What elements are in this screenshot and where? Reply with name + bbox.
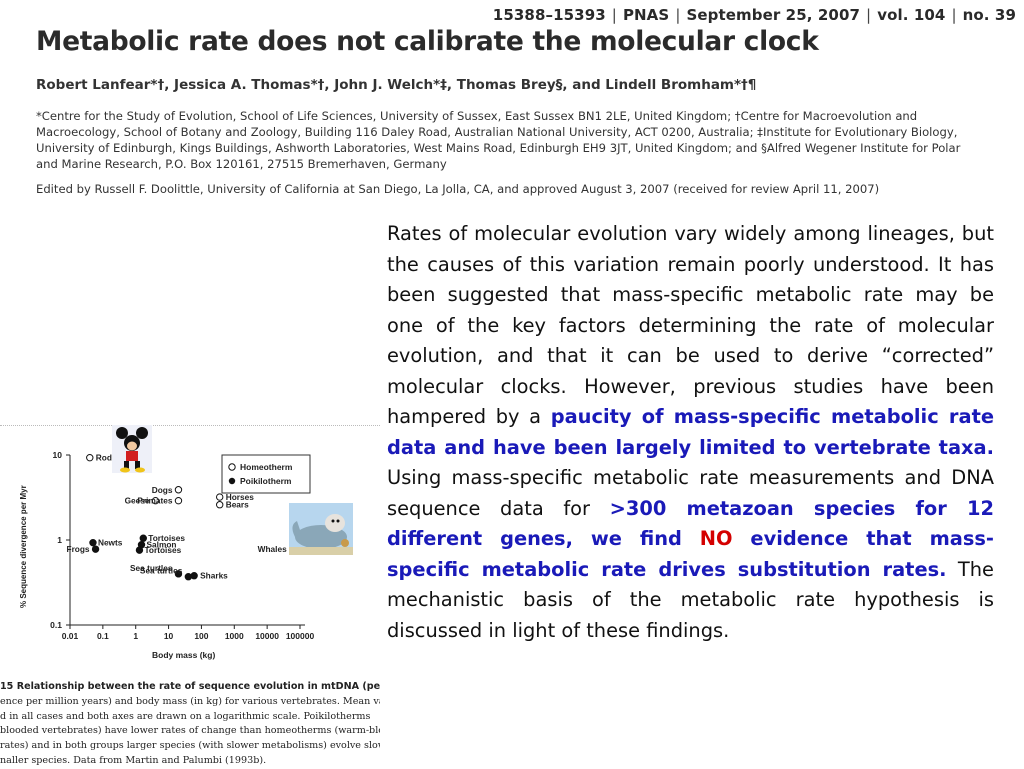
data-label-rodent: Rodent <box>96 453 125 463</box>
legend-label-homeotherm: Homeotherm <box>240 462 293 472</box>
data-label-sharks: Sharks <box>200 571 228 581</box>
y-tick-label: 10 <box>53 450 63 460</box>
data-point-sharks <box>190 572 198 580</box>
volume: vol. 104 <box>877 6 946 24</box>
figure-caption: 15 Relationship between the rate of sequ… <box>0 680 380 769</box>
figure-divider <box>0 425 380 426</box>
data-label-salmon: Salmon <box>147 540 177 550</box>
x-tick-label: 100 <box>194 631 208 641</box>
caption-line: ence per million years) and body mass (i… <box>0 695 380 707</box>
abstract-part-2: Using mass-specific metabolic rate measu… <box>387 466 994 520</box>
data-label-tortoises: Tortoises <box>148 533 185 543</box>
legend-label-poikilotherm: Poikilotherm <box>240 476 292 486</box>
data-point-horses <box>216 493 224 501</box>
page-range: 15388–15393 <box>492 6 606 24</box>
data-point-sea-turtles <box>174 570 183 578</box>
abstract-part-3: The mechanistic basis of the metabolic r… <box>387 557 994 642</box>
author-list: Robert Lanfear*†, Jessica A. Thomas*†, J… <box>36 77 757 93</box>
caption-line: blooded vertebrates) have lower rates of… <box>0 725 380 737</box>
data-label-whales: Whales <box>258 544 287 554</box>
figure-panel: 10 1 0.1 0.01 0.1 1 10 100 1000 10000 100000 % Se… <box>0 425 380 768</box>
journal-masthead: 15388–15393 | PNAS | September 25, 2007 | vol.… <box>493 6 1016 24</box>
data-label-dogs: Dogs <box>152 485 173 495</box>
cartoon-whale-icon <box>289 503 353 555</box>
legend-box <box>221 454 311 494</box>
x-axis-label: Body mass (kg) <box>152 650 215 660</box>
separator: | <box>675 6 681 24</box>
abstract-text: Rates of molecular evolution vary widely… <box>387 219 994 646</box>
separator: | <box>866 6 872 24</box>
data-point-geese <box>151 496 160 505</box>
abstract-part-1: Rates of molecular evolution vary widely… <box>387 222 994 428</box>
y-tick-group: 10 1 0.1 <box>50 450 70 630</box>
x-tick-label: 0.1 <box>97 631 109 641</box>
legend: Homeotherm Poikilotherm <box>221 454 311 494</box>
affiliations: *Centre for the Study of Evolution, Scho… <box>36 109 961 171</box>
data-point-rodent <box>86 453 94 462</box>
issue-date: September 25, 2007 <box>686 6 861 24</box>
highlight-evidence: evidence that mass-specific metabolic ra… <box>387 527 994 581</box>
caption-line: naller species. Data from Martin and Pal… <box>0 754 267 766</box>
cartoon-mouse-icon <box>112 425 152 473</box>
x-tick-label: 10000 <box>255 631 279 641</box>
issue-number: no. 39 <box>962 6 1016 24</box>
highlight-paucity: paucity of mass-specific metabolic rate … <box>387 405 994 459</box>
legend-marker-poikilotherm <box>228 477 236 485</box>
x-tick-label: 100000 <box>286 631 315 641</box>
caption-line: 15 Relationship between the rate of sequ… <box>0 681 380 692</box>
data-label-sea-turtles: Sea turtles <box>140 566 183 576</box>
data-point-bears <box>216 501 224 509</box>
x-tick-label: 0.01 <box>62 631 79 641</box>
data-label-sea-turtles: Sea turtles <box>130 563 173 573</box>
journal-name: PNAS <box>622 6 670 24</box>
data-point-tortoises <box>135 546 144 554</box>
caption-line: d in all cases and both axes are drawn o… <box>0 710 371 722</box>
data-label-newts: Newts <box>98 538 123 548</box>
x-tick-label: 1000 <box>225 631 244 641</box>
legend-marker-homeotherm <box>228 463 236 471</box>
paper-title: Metabolic rate does not calibrate the mo… <box>36 26 819 57</box>
separator: | <box>951 6 957 24</box>
y-tick-label: 1 <box>57 535 62 545</box>
data-point-dogs <box>174 486 183 494</box>
data-point-newts <box>89 538 97 547</box>
data-point-frogs <box>91 545 100 553</box>
data-point-tortoises <box>139 534 147 542</box>
y-axis-label: % Sequence divergence per Myr <box>19 485 28 608</box>
data-label-primates: Primates <box>137 496 172 506</box>
data-label-tortoises: Tortoises <box>144 545 181 555</box>
edited-by-line: Edited by Russell F. Doolittle, Universi… <box>36 182 880 196</box>
highlight-species: >300 metazoan species for 12 different g… <box>387 496 994 551</box>
separator: | <box>611 6 617 24</box>
data-label-geese: Geese <box>125 496 150 506</box>
x-tick-label: 10 <box>164 631 174 641</box>
x-tick-label: 1 <box>133 631 138 641</box>
caption-line: rates) and in both groups larger species… <box>0 740 380 752</box>
data-point-primates <box>174 496 183 505</box>
data-label-horses: Horses <box>226 492 255 502</box>
x-tick-group: 0.01 0.1 1 10 100 1000 10000 100000 <box>62 625 315 641</box>
data-label-frogs: Frogs <box>67 544 90 554</box>
y-tick-label: 0.1 <box>50 620 62 630</box>
highlight-no: NO <box>699 527 733 550</box>
data-label-bears: Bears <box>226 500 249 510</box>
